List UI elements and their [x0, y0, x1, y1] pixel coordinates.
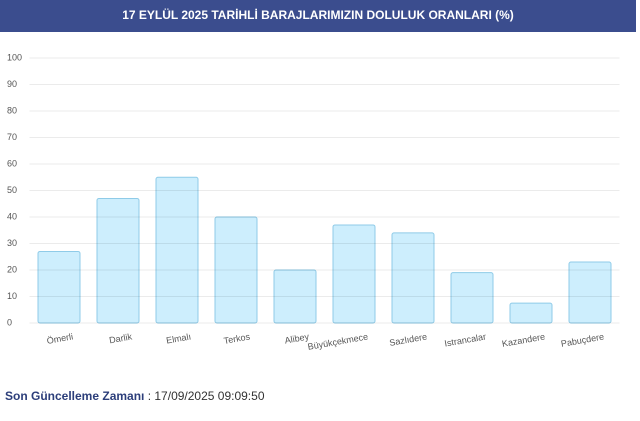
bar [155, 176, 199, 324]
x-tick-label: Elmalı [165, 331, 191, 345]
x-tick-label: Darlik [108, 331, 133, 345]
bar [509, 302, 553, 324]
bar [273, 269, 317, 324]
bar [450, 272, 494, 324]
x-tick-label: Terkos [223, 331, 251, 346]
x-tick-label: Ömerli [46, 331, 74, 345]
y-tick-label: 80 [7, 105, 17, 115]
y-tick-label: 0 [7, 317, 12, 327]
bar [568, 261, 612, 324]
x-tick-label: Alibey [284, 331, 310, 345]
bar [214, 216, 258, 324]
footer-label: Son Güncelleme Zamanı [5, 389, 145, 403]
chart-title: 17 EYLÜL 2025 TARİHLİ BARAJLARIMIZIN DOL… [0, 0, 636, 32]
bar [391, 232, 435, 324]
x-tick-label: Istrancalar [444, 331, 487, 348]
bar [37, 250, 81, 324]
footer: Son Güncelleme Zamanı : 17/09/2025 09:09… [5, 389, 265, 403]
y-tick-label: 90 [7, 79, 17, 89]
y-tick-label: 20 [7, 264, 17, 274]
bar [332, 224, 376, 324]
y-tick-label: 50 [7, 185, 17, 195]
x-tick-label: Pabuçdere [560, 331, 605, 348]
x-tick-label: Kazandere [501, 331, 546, 348]
footer-value: : 17/09/2025 09:09:50 [147, 389, 265, 403]
x-tick-label: Büyükçekmece [307, 331, 369, 351]
x-tick-label: Sazlıdere [389, 331, 428, 347]
chart: 0 10 20 30 40 50 60 70 80 90 100 Ömerli Darlik Elmalı… [7, 52, 620, 352]
y-tick-label: 10 [7, 291, 17, 301]
y-tick-label: 40 [7, 211, 17, 221]
y-tick-label: 70 [7, 132, 17, 142]
y-tick-label: 30 [7, 238, 17, 248]
y-tick-label: 100 [7, 52, 22, 62]
y-tick-label: 60 [7, 158, 17, 168]
bar [96, 197, 140, 324]
